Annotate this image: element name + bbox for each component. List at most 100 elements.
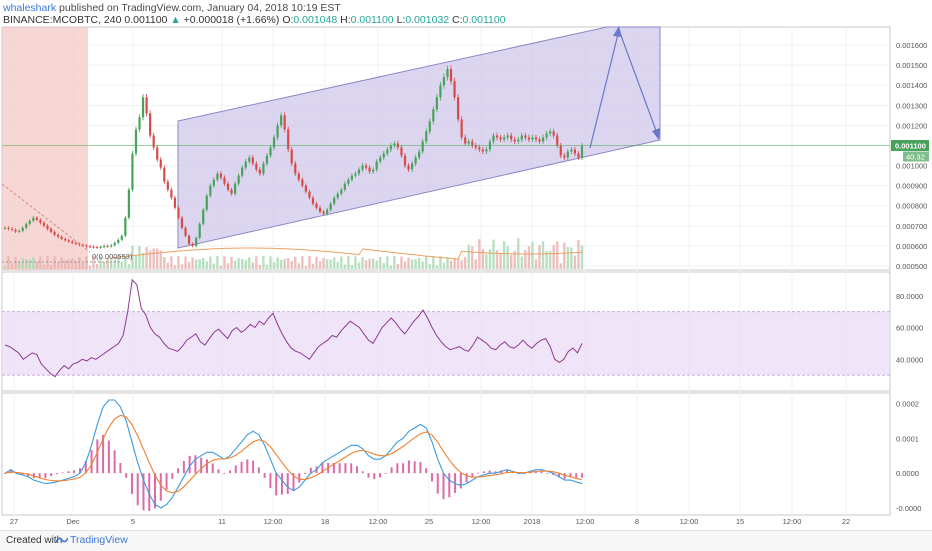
volume-bar bbox=[276, 257, 279, 269]
volume-bar bbox=[10, 263, 14, 269]
candle-body bbox=[432, 109, 435, 122]
macd-histogram-bar bbox=[223, 473, 226, 474]
candle-body bbox=[56, 234, 60, 237]
volume-bar bbox=[226, 263, 230, 269]
macd-histogram-bar bbox=[280, 473, 283, 495]
macd-histogram-bar bbox=[90, 449, 93, 474]
candle-body bbox=[559, 145, 562, 156]
candle-body bbox=[460, 119, 463, 138]
volume-bar bbox=[46, 256, 49, 269]
candle-body bbox=[131, 153, 134, 190]
volume-bar bbox=[478, 239, 481, 269]
volume-bar bbox=[194, 259, 198, 269]
macd-histogram-bar bbox=[38, 473, 41, 479]
volume-bar bbox=[35, 262, 39, 269]
macd-histogram-bar bbox=[136, 473, 139, 506]
macd-histogram-bar bbox=[338, 463, 341, 474]
x-tick-label: 25 bbox=[425, 517, 433, 526]
macd-histogram-bar bbox=[130, 473, 133, 494]
candle-body bbox=[386, 149, 389, 154]
volume-bar bbox=[379, 256, 382, 269]
candle-body bbox=[308, 191, 311, 198]
projection-arrow-up-icon bbox=[613, 26, 622, 37]
macd-histogram-bar bbox=[229, 470, 232, 474]
x-tick-label: 15 bbox=[736, 517, 744, 526]
volume-bar bbox=[230, 256, 233, 269]
candle-body bbox=[18, 230, 21, 232]
macd-histogram-bar bbox=[581, 473, 583, 478]
candle-body bbox=[471, 141, 474, 146]
volume-bar bbox=[99, 256, 102, 269]
volume-bar bbox=[527, 246, 531, 269]
chart-canvas[interactable]: 0(0.000553) 27 Dec 5 11 12:00 18 12:00 25 12:00 2… bbox=[0, 0, 932, 530]
y-tick-label: 0.000600 bbox=[896, 242, 927, 251]
author-link[interactable]: whaleshark bbox=[3, 2, 57, 14]
candle-body bbox=[219, 173, 223, 178]
candle-body bbox=[103, 245, 106, 247]
volume-bar bbox=[74, 260, 77, 269]
candle-body bbox=[42, 222, 46, 226]
volume-bar bbox=[347, 256, 350, 269]
candle-body bbox=[209, 185, 212, 196]
candle-body bbox=[492, 135, 495, 142]
candle-body bbox=[495, 135, 499, 138]
macd-histogram-bar bbox=[50, 473, 53, 477]
volume-bar bbox=[304, 265, 308, 269]
candle-body bbox=[71, 241, 74, 243]
candle-body bbox=[49, 228, 53, 232]
macd-histogram-bar bbox=[448, 473, 451, 498]
macd-tick-label: 0.0002 bbox=[896, 399, 919, 408]
macd-histogram-bar bbox=[177, 468, 180, 474]
macd-histogram-bar bbox=[482, 471, 485, 474]
macd-histogram-bar bbox=[494, 471, 497, 474]
tradingview-link[interactable]: TradingView bbox=[70, 534, 128, 546]
volume-bar bbox=[212, 263, 216, 269]
volume-bar bbox=[286, 258, 290, 269]
volume-bar bbox=[506, 245, 509, 269]
candle-body bbox=[163, 167, 166, 182]
candle-body bbox=[467, 141, 470, 144]
volume-bar bbox=[333, 257, 336, 269]
macd-histogram-bar bbox=[240, 461, 243, 474]
candle-body bbox=[478, 147, 481, 150]
publish-line: whaleshark published on TradingView.com,… bbox=[3, 2, 341, 14]
volume-bar bbox=[177, 256, 180, 269]
macd-line bbox=[4, 399, 583, 509]
macd-histogram-bar bbox=[159, 473, 162, 501]
last-price-tag-text: 0.001100 bbox=[895, 141, 926, 150]
candle-body bbox=[28, 220, 31, 224]
macd-histogram-bar bbox=[286, 473, 289, 495]
candle-body bbox=[134, 129, 138, 154]
volume-bar bbox=[393, 256, 396, 269]
x-tick-label: 5 bbox=[131, 517, 135, 526]
macd-histogram-bar bbox=[96, 439, 99, 474]
volume-bar bbox=[180, 264, 184, 269]
macd-histogram-bar bbox=[113, 450, 116, 474]
macd-histogram-bar bbox=[84, 460, 87, 474]
ohlc-line: BINANCE:MCOBTC, 240 0.001100 ▲ +0.000018… bbox=[3, 14, 506, 26]
candle-body bbox=[202, 209, 205, 224]
volume-bar bbox=[453, 258, 456, 269]
volume-bar bbox=[488, 249, 492, 269]
candle-body bbox=[177, 207, 180, 218]
candle-body bbox=[7, 227, 10, 229]
volume-bar bbox=[556, 241, 559, 269]
macd-histogram-bar bbox=[217, 469, 220, 474]
candle-body bbox=[283, 115, 286, 130]
macd-histogram-bar bbox=[540, 471, 543, 474]
macd-histogram-bar bbox=[44, 473, 47, 479]
macd-histogram-bar bbox=[292, 473, 295, 491]
level-annotation: 0(0.000553) bbox=[92, 252, 133, 261]
close-label: C: bbox=[452, 14, 463, 26]
candle-body bbox=[403, 155, 407, 166]
volume-bar bbox=[315, 256, 318, 269]
macd-histogram-bar bbox=[200, 457, 203, 474]
volume-bar bbox=[88, 265, 92, 269]
volume-bar bbox=[545, 250, 548, 269]
volume-bar bbox=[209, 256, 212, 269]
macd-histogram-bar bbox=[546, 473, 549, 474]
macd-histogram-bar bbox=[379, 473, 382, 478]
x-tick-label: Dec bbox=[66, 517, 80, 526]
candle-body bbox=[265, 155, 269, 164]
candle-body bbox=[517, 139, 520, 142]
